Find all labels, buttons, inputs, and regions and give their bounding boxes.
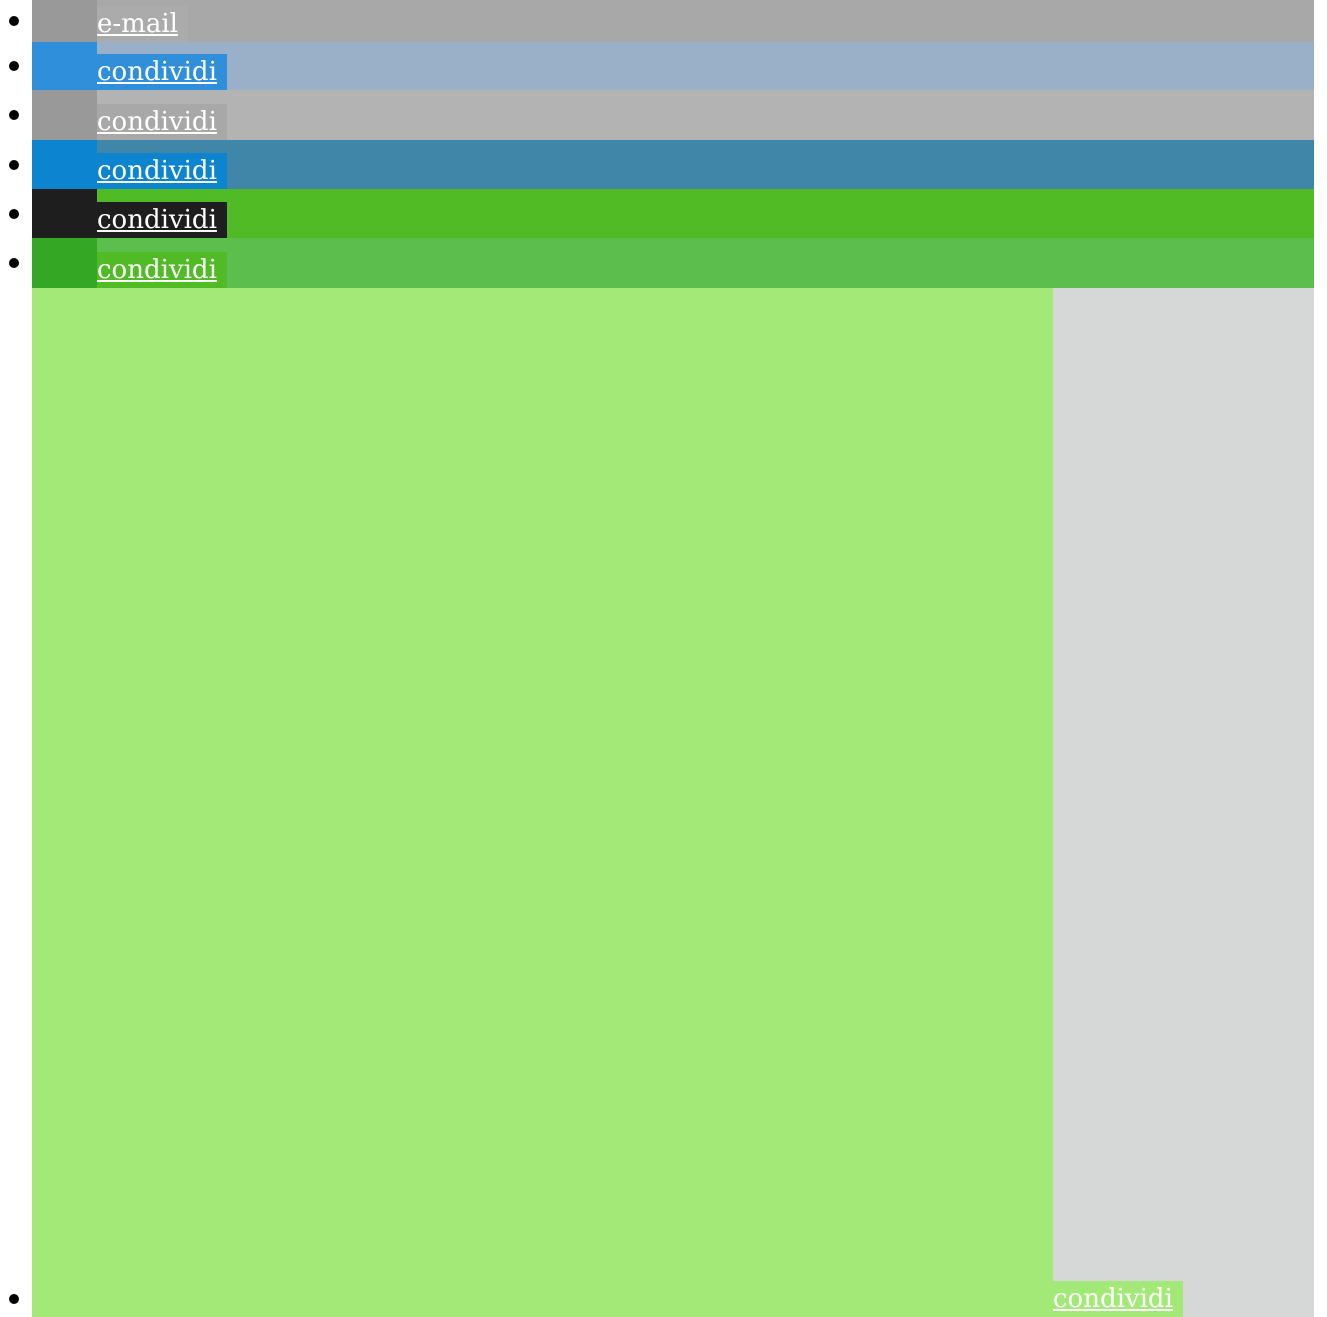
share-icon [32, 140, 97, 189]
share-icon [32, 0, 97, 42]
share-link[interactable]: condividi [97, 153, 227, 189]
share-button-bg [97, 189, 1314, 238]
share-button-bg [97, 42, 1314, 90]
share-icon [32, 288, 1053, 1317]
share-link[interactable]: condividi [97, 54, 227, 90]
share-button-bg [97, 238, 1314, 288]
bullet [9, 1294, 19, 1304]
bullet [9, 208, 19, 219]
share-button-bg [97, 140, 1314, 189]
bullet [9, 258, 19, 268]
share-icon [32, 90, 97, 140]
share-button-bg [1053, 288, 1314, 1317]
share-link[interactable]: e-mail [97, 6, 188, 42]
bullet [9, 61, 19, 71]
share-link[interactable]: condividi [97, 104, 227, 140]
bullet [9, 110, 19, 120]
bullet [9, 16, 19, 26]
share-link[interactable]: condividi [97, 252, 227, 288]
share-button-bg [97, 90, 1314, 140]
share-icon [32, 238, 97, 288]
share-link[interactable]: condividi [1053, 1281, 1183, 1317]
bullet [9, 159, 19, 170]
share-icon [32, 42, 97, 90]
share-icon [32, 189, 97, 238]
share-button-bg [97, 0, 1314, 42]
share-link[interactable]: condividi [97, 202, 227, 238]
